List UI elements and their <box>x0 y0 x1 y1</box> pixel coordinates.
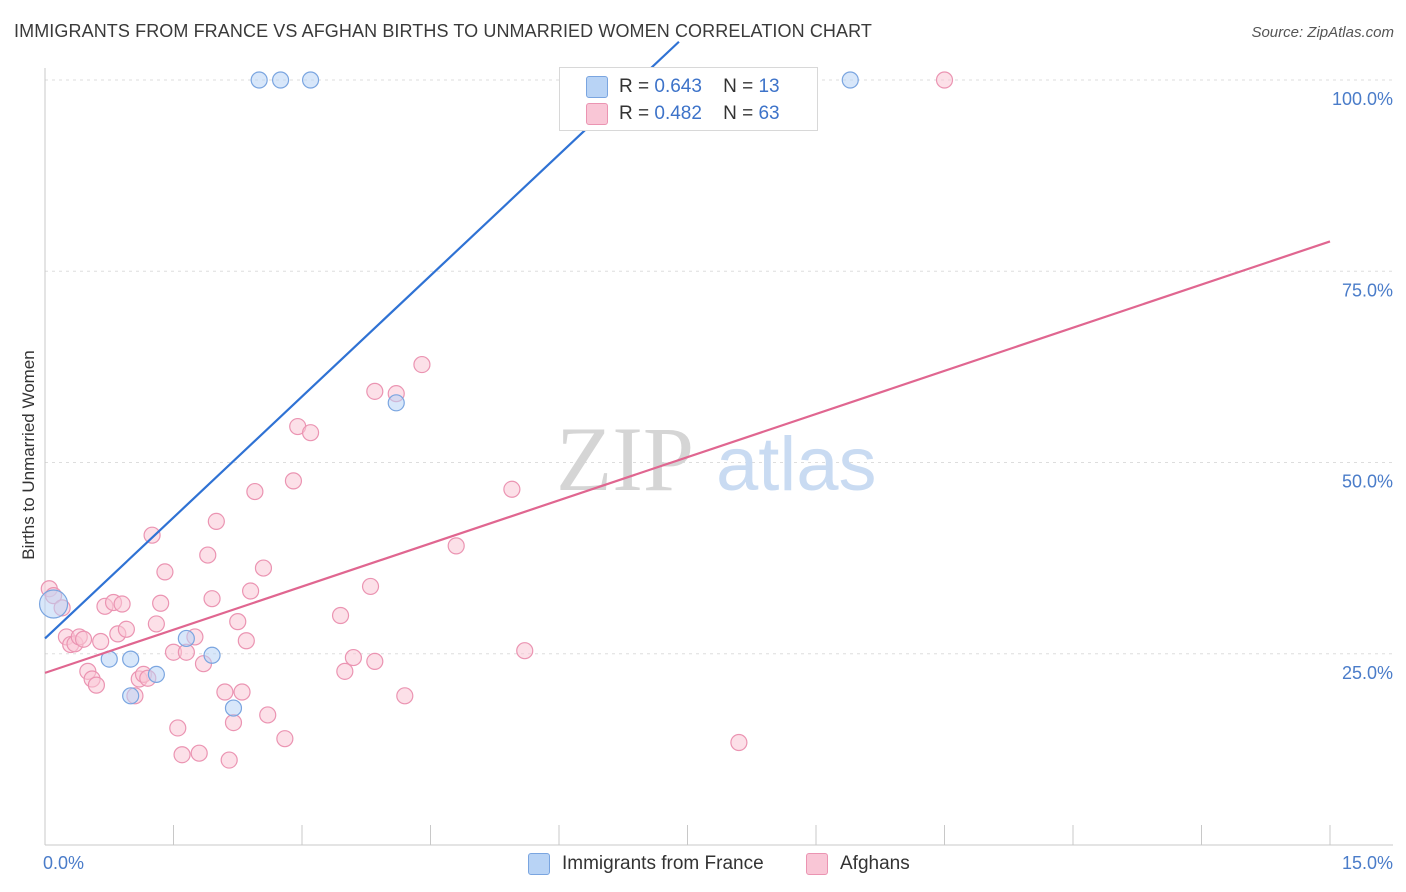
afghan-point <box>216 683 234 701</box>
france-point <box>387 394 405 412</box>
afghan-point <box>237 632 255 650</box>
afghan-point <box>516 642 534 660</box>
afghan-point <box>730 733 748 752</box>
afghans-trendline <box>44 240 1331 674</box>
grid-lines <box>45 79 1395 655</box>
legend-n-value-afghans: 63 <box>758 103 780 124</box>
afghan-point <box>361 577 380 596</box>
correlation-legend: R = 0.643 N = 13 R = 0.482 N = 63 <box>559 67 818 131</box>
x-tick-label: 0.0% <box>43 853 84 873</box>
afghan-point <box>503 480 521 498</box>
legend-swatch-france <box>586 76 608 98</box>
afghan-point <box>413 355 431 374</box>
france-point <box>203 646 221 664</box>
afghan-point <box>147 615 165 633</box>
france-points <box>38 71 859 717</box>
legend-label-afghans: Afghans <box>840 853 910 874</box>
watermark: ZIP atlas <box>556 408 877 510</box>
afghan-point <box>169 719 187 737</box>
france-point <box>271 71 290 89</box>
afghan-point <box>203 590 221 608</box>
afghan-point <box>199 546 217 564</box>
chart-title: IMMIGRANTS FROM FRANCE VS AFGHAN BIRTHS … <box>14 21 872 41</box>
france-point <box>224 699 243 717</box>
afghan-point <box>331 606 350 625</box>
afghan-point <box>344 648 362 667</box>
afghan-point <box>229 613 247 631</box>
afghan-point <box>224 713 243 732</box>
france-point <box>177 629 195 648</box>
legend-swatch-france <box>528 853 550 875</box>
afghan-point <box>246 482 264 501</box>
afghan-point <box>336 662 354 680</box>
axes <box>44 68 1393 846</box>
afghan-point <box>220 751 238 769</box>
afghan-point <box>254 559 273 577</box>
afghan-point <box>74 630 93 648</box>
afghan-point <box>190 744 208 762</box>
legend-swatch-afghans <box>586 103 608 125</box>
afghan-point <box>233 683 251 701</box>
afghan-point <box>396 687 414 705</box>
france-point <box>841 71 859 89</box>
tick-labels: 25.0% 50.0% 75.0% 100.0% 0.0% 15.0% <box>43 89 1393 873</box>
france-point <box>38 589 69 619</box>
afghan-points <box>40 71 954 769</box>
afghan-point <box>87 676 106 694</box>
source-label: Source: ZipAtlas.com <box>1251 24 1394 41</box>
y-tick-label: 75.0% <box>1342 280 1393 300</box>
y-axis-label: Births to Unmarried Women <box>19 350 38 559</box>
legend-r-label: R = <box>619 103 650 124</box>
legend-r-label: R = <box>619 76 650 97</box>
afghan-point <box>156 563 174 581</box>
legend-r-value-france: 0.643 <box>654 76 702 97</box>
afghan-point <box>92 632 110 651</box>
afghan-point <box>366 652 384 671</box>
afghan-point <box>143 526 161 544</box>
france-trendline <box>44 40 680 640</box>
france-point <box>301 71 320 89</box>
legend-label-france: Immigrants from France <box>562 853 764 874</box>
afghan-point <box>366 382 384 400</box>
afghan-point <box>259 706 277 724</box>
trendlines <box>44 40 1331 674</box>
legend-n-label: N = <box>723 103 754 124</box>
legend-swatch-afghans <box>806 853 828 875</box>
france-point <box>147 665 165 684</box>
afghan-point <box>242 582 260 600</box>
series-legend-france[interactable]: Immigrants from France <box>528 852 764 876</box>
france-point <box>122 650 140 668</box>
afghan-point <box>447 537 465 555</box>
france-point <box>250 71 268 89</box>
afghan-point <box>276 730 294 748</box>
afghan-point <box>301 424 320 442</box>
afghan-point <box>935 71 954 89</box>
y-tick-label: 50.0% <box>1342 472 1393 492</box>
x-tick-label: 15.0% <box>1342 853 1393 873</box>
afghan-point <box>113 595 131 613</box>
afghan-point <box>207 512 225 531</box>
france-point <box>122 687 140 705</box>
y-tick-label: 100.0% <box>1332 89 1393 109</box>
afghan-point <box>152 594 170 612</box>
legend-n-label: N = <box>723 76 754 97</box>
series-legend-afghans[interactable]: Afghans <box>806 852 910 876</box>
watermark-atlas: atlas <box>716 422 877 507</box>
afghan-point <box>284 472 303 490</box>
afghan-point <box>173 746 191 764</box>
legend-n-value-france: 13 <box>758 76 780 97</box>
legend-r-value-afghans: 0.482 <box>654 103 702 124</box>
afghan-point <box>117 620 135 638</box>
y-tick-label: 25.0% <box>1342 663 1393 683</box>
